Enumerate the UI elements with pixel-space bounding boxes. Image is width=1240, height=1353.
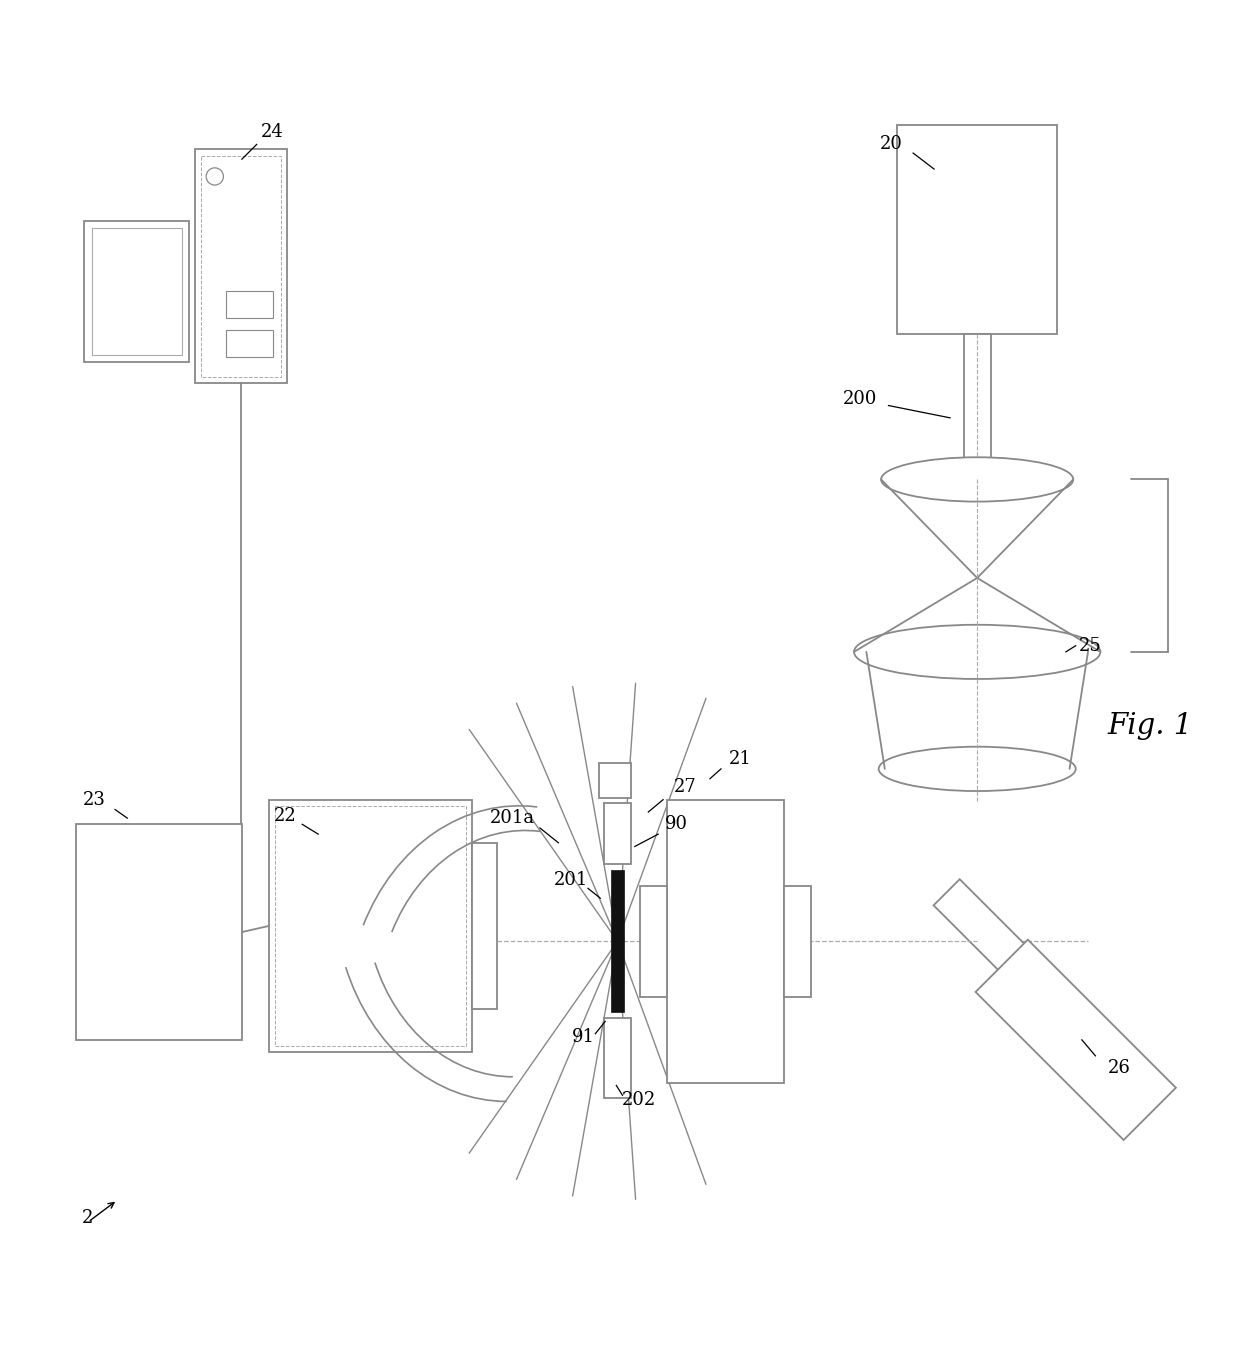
Text: 23: 23 <box>83 790 105 809</box>
Text: 27: 27 <box>673 778 697 797</box>
Text: 91: 91 <box>572 1028 594 1046</box>
Bar <box>226 330 273 357</box>
Text: 200: 200 <box>843 391 878 409</box>
Bar <box>269 800 472 1053</box>
Bar <box>275 806 466 1046</box>
Bar <box>784 886 811 997</box>
Text: 2: 2 <box>82 1210 93 1227</box>
Bar <box>611 870 624 1012</box>
Text: 25: 25 <box>1079 637 1102 655</box>
Bar <box>963 334 991 479</box>
Bar <box>226 291 273 318</box>
Ellipse shape <box>206 168 223 185</box>
Bar <box>667 800 784 1082</box>
Polygon shape <box>976 940 1176 1141</box>
Bar <box>195 149 288 383</box>
Bar <box>201 156 281 377</box>
Polygon shape <box>934 879 1095 1040</box>
Text: 202: 202 <box>621 1091 656 1109</box>
Bar <box>640 886 667 997</box>
Bar <box>472 843 497 1009</box>
Text: 201a: 201a <box>490 809 536 827</box>
Bar <box>76 824 242 1040</box>
Ellipse shape <box>879 747 1076 792</box>
Text: Fig. 1: Fig. 1 <box>1107 712 1192 740</box>
Text: 22: 22 <box>274 806 296 825</box>
Text: 201: 201 <box>553 871 588 889</box>
Bar <box>84 221 188 363</box>
Text: 20: 20 <box>879 135 903 153</box>
Bar <box>604 802 631 865</box>
Bar <box>897 124 1058 334</box>
Text: 90: 90 <box>665 816 688 833</box>
Ellipse shape <box>882 457 1074 502</box>
Bar <box>92 229 181 354</box>
Bar <box>599 763 631 798</box>
Ellipse shape <box>854 625 1100 679</box>
Bar <box>604 1019 631 1099</box>
Text: 26: 26 <box>1107 1059 1131 1077</box>
Text: 24: 24 <box>262 123 284 141</box>
Text: 21: 21 <box>729 750 753 769</box>
